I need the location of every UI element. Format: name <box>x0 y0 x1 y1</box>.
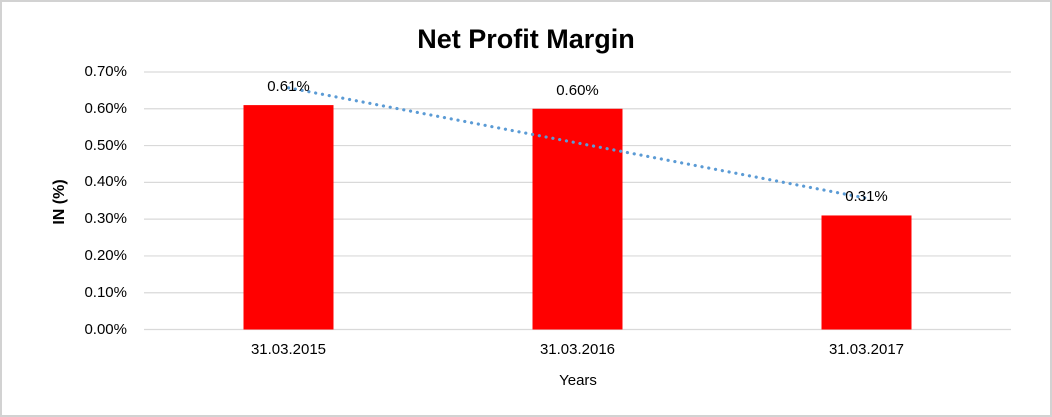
y-tick-label: 0.20% <box>84 246 127 264</box>
chart-title: Net Profit Margin <box>417 24 635 54</box>
bar-value-label: 0.61% <box>267 78 310 96</box>
bar-value-label: 0.60% <box>556 81 599 99</box>
y-tick-label: 0.10% <box>84 283 127 301</box>
x-tick-label: 31.03.2017 <box>828 341 905 358</box>
y-tick-label: 0.70% <box>84 63 127 80</box>
y-tick-label: 0.40% <box>84 173 127 191</box>
x-tick-label: 31.03.2015 <box>250 341 327 358</box>
x-tick-label: 31.03.2016 <box>539 341 616 358</box>
y-tick-label: 0.30% <box>84 210 127 228</box>
bar <box>532 108 623 330</box>
y-tick-label: 0.60% <box>84 99 127 117</box>
bar <box>821 215 912 330</box>
y-tick-label: 0.00% <box>84 320 127 338</box>
x-axis-title: Years <box>559 372 597 389</box>
y-tick-label: 0.50% <box>84 136 127 154</box>
trendline <box>286 86 869 200</box>
bar-value-label: 0.31% <box>845 188 888 206</box>
bar <box>243 105 334 330</box>
